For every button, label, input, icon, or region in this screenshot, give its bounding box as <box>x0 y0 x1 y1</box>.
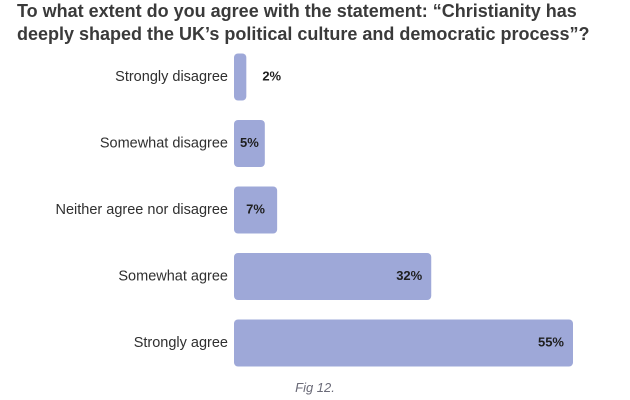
bar-somewhat-agree <box>234 253 432 300</box>
value-label-neither-agree-nor-disagree: 7% <box>246 201 265 216</box>
category-label-strongly-agree: Strongly agree <box>134 335 228 351</box>
category-label-neither-agree-nor-disagree: Neither agree nor disagree <box>56 202 229 218</box>
bar-somewhat-disagree <box>234 120 265 167</box>
chart-title: To what extent do you agree with the sta… <box>17 1 590 44</box>
bar-strongly-disagree <box>234 53 247 101</box>
category-label-somewhat-disagree: Somewhat disagree <box>100 135 228 151</box>
figure-caption: Fig 12. <box>295 380 335 395</box>
value-label-somewhat-disagree: 5% <box>240 135 259 150</box>
value-label-somewhat-agree: 32% <box>396 268 422 283</box>
bar-neither-agree-nor-disagree <box>234 186 278 234</box>
value-label-strongly-agree: 55% <box>538 334 564 349</box>
category-label-somewhat-agree: Somewhat agree <box>118 268 228 284</box>
value-label-strongly-disagree: 2% <box>262 68 281 83</box>
category-label-strongly-disagree: Strongly disagree <box>115 69 228 85</box>
bar-strongly-agree <box>234 319 573 367</box>
